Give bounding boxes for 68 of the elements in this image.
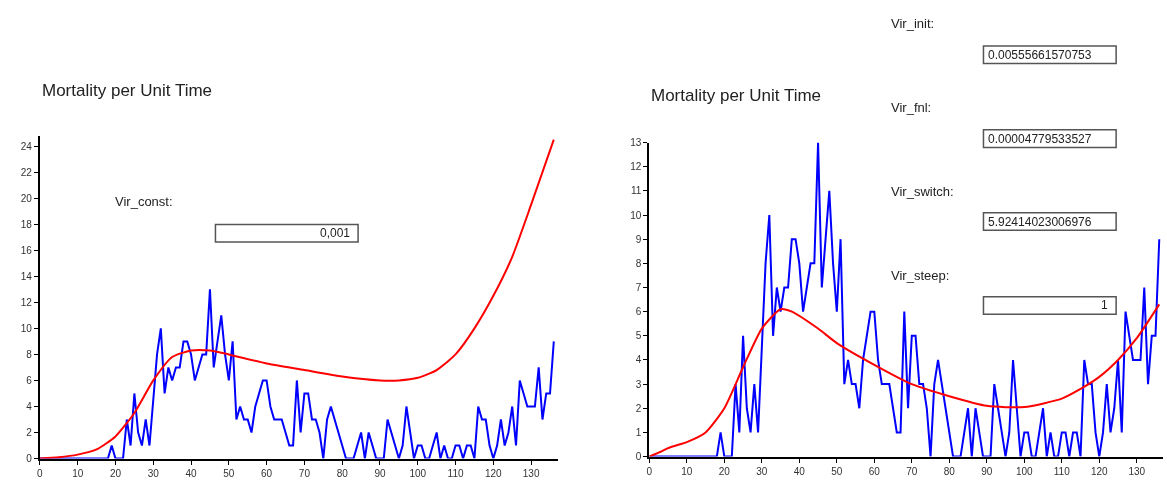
- x-tick-label: 80: [336, 467, 349, 479]
- annotation: Vir_const:: [115, 194, 173, 209]
- y-tick-label: 8: [26, 348, 33, 360]
- x-tick-label: 110: [1053, 465, 1071, 477]
- y-tick-label: 11: [630, 185, 642, 197]
- x-tick-label: 130: [1128, 465, 1146, 477]
- annotation: 0.00004779533527: [988, 132, 1092, 146]
- x-tick-label: 90: [374, 467, 386, 479]
- annotation: 1: [1101, 298, 1108, 312]
- chart-title: Mortality per Unit Time: [651, 86, 822, 105]
- y-tick-label: 6: [635, 306, 642, 318]
- y-tick-label: 6: [26, 374, 33, 386]
- y-tick-label: 5: [635, 330, 642, 342]
- x-tick-label: 10: [72, 467, 84, 479]
- x-tick-label: 30: [756, 465, 768, 477]
- y-tick-label: 20: [20, 192, 33, 204]
- y-tick-label: 0: [635, 451, 642, 463]
- x-tick-label: 20: [109, 467, 122, 479]
- x-tick-label: 50: [831, 465, 843, 477]
- x-tick-label: 100: [1015, 465, 1034, 477]
- x-tick-label: 10: [681, 465, 693, 477]
- x-tick-label: 90: [981, 465, 993, 477]
- x-tick-label: 70: [298, 467, 311, 479]
- y-tick-label: 4: [26, 400, 33, 412]
- text: Vir_fnl:: [891, 100, 932, 115]
- chart-title: Mortality per Unit Time: [42, 81, 213, 100]
- annotation: 5.92414023006976: [988, 215, 1092, 229]
- y-tick-label: 16: [20, 244, 33, 256]
- y-tick-label: 2: [26, 427, 33, 439]
- x-tick-label: 50: [223, 467, 235, 479]
- y-tick-label: 9: [635, 233, 642, 245]
- y-tick-label: 7: [635, 281, 642, 293]
- y-tick-label: 22: [20, 166, 33, 178]
- x-tick-label: 60: [868, 465, 881, 477]
- y-tick-label: 14: [20, 270, 33, 282]
- y-tick-label: 13: [630, 137, 642, 149]
- line-series: [39, 138, 555, 459]
- annotation: Vir_switch:: [891, 184, 954, 199]
- x-tick-label: 0: [37, 467, 44, 479]
- y-tick-label: 18: [20, 218, 33, 230]
- annotation: Vir_steep:: [891, 268, 950, 283]
- x-tick-label: 120: [484, 467, 503, 479]
- text: 0.00555661570753: [988, 48, 1092, 62]
- y-tick-label: 4: [635, 354, 642, 366]
- y-tick-label: 1: [635, 426, 642, 438]
- text: Vir_init:: [891, 16, 935, 31]
- y-tick-label: 24: [20, 140, 33, 152]
- x-tick-label: 70: [906, 465, 918, 477]
- y-tick-label: 12: [630, 161, 642, 173]
- y-tick-label: 8: [635, 257, 642, 269]
- y-tick-label: 10: [20, 322, 33, 334]
- x-tick-label: 60: [261, 467, 273, 479]
- x-tick-label: 30: [147, 467, 160, 479]
- y-tick-label: 12: [20, 296, 33, 308]
- x-tick-label: 130: [522, 467, 540, 479]
- y-tick-label: 10: [630, 209, 642, 221]
- x-tick-label: 40: [793, 465, 806, 477]
- x-tick-label: 20: [718, 465, 731, 477]
- x-tick-label: 110: [447, 467, 464, 479]
- y-tick-label: 2: [635, 402, 642, 414]
- y-tick-label: 0: [26, 453, 33, 465]
- x-tick-label: 80: [943, 465, 956, 477]
- x-tick-label: 40: [185, 467, 198, 479]
- x-tick-label: 0: [646, 465, 653, 477]
- y-tick-label: 3: [635, 378, 642, 390]
- x-tick-label: 120: [1090, 465, 1109, 477]
- x-tick-label: 100: [409, 467, 427, 479]
- annotation: 0,001: [320, 226, 351, 240]
